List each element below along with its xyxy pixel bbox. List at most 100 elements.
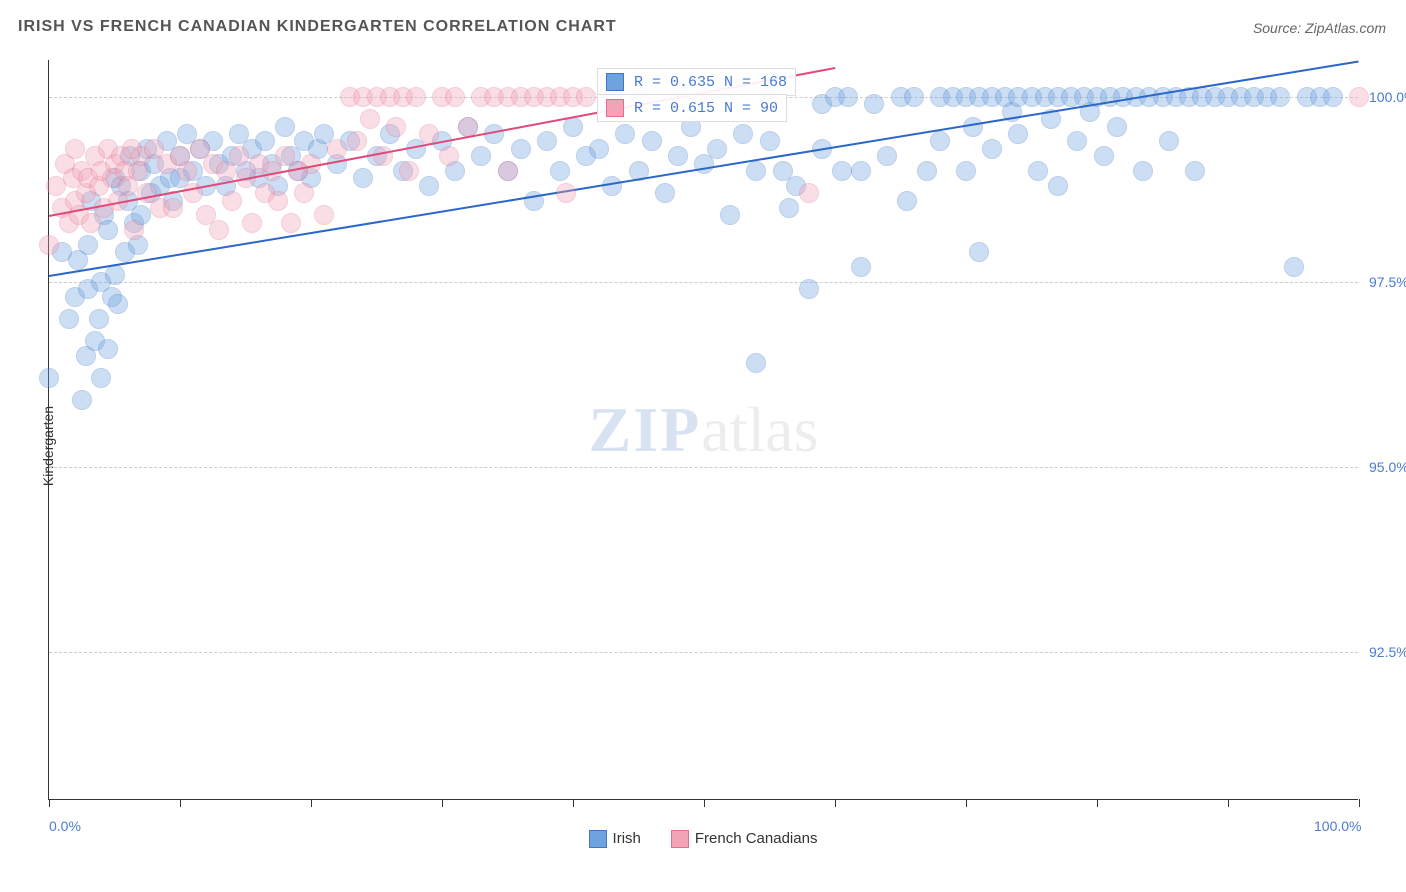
scatter-point (294, 183, 314, 203)
stat-text: R = 0.635 N = 168 (634, 74, 787, 91)
scatter-point (799, 183, 819, 203)
scatter-point (281, 213, 301, 233)
scatter-point (589, 139, 609, 159)
scatter-point (851, 161, 871, 181)
y-tick-label: 100.0% (1369, 89, 1406, 105)
scatter-point (1323, 87, 1343, 107)
scatter-point (851, 257, 871, 277)
x-tick (966, 799, 967, 807)
scatter-point (65, 139, 85, 159)
scatter-point (969, 242, 989, 262)
gridline-h (49, 652, 1358, 653)
scatter-point (897, 191, 917, 211)
chart-container: IRISH VS FRENCH CANADIAN KINDERGARTEN CO… (0, 0, 1406, 892)
plot-area: ZIPatlas 92.5%95.0%97.5%100.0%0.0%100.0%… (48, 60, 1358, 800)
x-tick (704, 799, 705, 807)
scatter-point (832, 161, 852, 181)
scatter-point (406, 87, 426, 107)
source-label: Source: ZipAtlas.com (1253, 20, 1386, 36)
scatter-point (78, 235, 98, 255)
scatter-point (347, 131, 367, 151)
legend-label: French Canadians (695, 830, 818, 847)
scatter-point (471, 146, 491, 166)
scatter-point (864, 94, 884, 114)
watermark: ZIPatlas (589, 393, 819, 467)
scatter-point (917, 161, 937, 181)
scatter-point (956, 161, 976, 181)
x-tick (1097, 799, 1098, 807)
scatter-point (89, 309, 109, 329)
scatter-point (108, 294, 128, 314)
scatter-point (1048, 176, 1068, 196)
scatter-point (275, 117, 295, 137)
stat-box: R = 0.635 N = 168 (597, 68, 796, 96)
scatter-point (537, 131, 557, 151)
x-tick (49, 799, 50, 807)
scatter-point (1133, 161, 1153, 181)
x-tick (573, 799, 574, 807)
x-tick (442, 799, 443, 807)
scatter-point (39, 368, 59, 388)
watermark-light: atlas (701, 394, 818, 465)
scatter-point (1159, 131, 1179, 151)
scatter-point (242, 213, 262, 233)
scatter-point (124, 220, 144, 240)
x-tick (311, 799, 312, 807)
scatter-point (1107, 117, 1127, 137)
scatter-point (268, 191, 288, 211)
y-tick-label: 95.0% (1369, 459, 1406, 475)
legend-item: Irish (589, 830, 641, 848)
scatter-point (327, 139, 347, 159)
stat-box: R = 0.615 N = 90 (597, 94, 787, 122)
x-tick (1359, 799, 1360, 807)
scatter-point (98, 339, 118, 359)
legend-swatch (671, 830, 689, 848)
scatter-point (720, 205, 740, 225)
scatter-point (733, 124, 753, 144)
scatter-point (72, 390, 92, 410)
scatter-point (209, 220, 229, 240)
stat-swatch (606, 99, 624, 117)
scatter-point (550, 161, 570, 181)
scatter-point (760, 131, 780, 151)
scatter-point (445, 87, 465, 107)
scatter-point (877, 146, 897, 166)
x-tick (1228, 799, 1229, 807)
scatter-point (904, 87, 924, 107)
stat-swatch (606, 73, 624, 91)
scatter-point (373, 146, 393, 166)
scatter-point (799, 279, 819, 299)
scatter-point (314, 205, 334, 225)
scatter-point (1284, 257, 1304, 277)
scatter-point (511, 139, 531, 159)
scatter-point (982, 139, 1002, 159)
x-tick (835, 799, 836, 807)
chart-title: IRISH VS FRENCH CANADIAN KINDERGARTEN CO… (18, 18, 617, 36)
scatter-point (1028, 161, 1048, 181)
y-tick-label: 97.5% (1369, 274, 1406, 290)
legend-swatch (589, 830, 607, 848)
scatter-point (177, 161, 197, 181)
scatter-point (399, 161, 419, 181)
scatter-point (1270, 87, 1290, 107)
scatter-point (353, 168, 373, 188)
scatter-point (91, 368, 111, 388)
scatter-point (222, 191, 242, 211)
gridline-h (49, 282, 1358, 283)
legend-label: Irish (613, 830, 641, 847)
scatter-point (655, 183, 675, 203)
scatter-point (439, 146, 459, 166)
legend: Irish French Canadians (0, 830, 1406, 848)
scatter-point (498, 161, 518, 181)
scatter-point (1008, 124, 1028, 144)
scatter-point (556, 183, 576, 203)
scatter-point (98, 220, 118, 240)
scatter-point (746, 161, 766, 181)
scatter-point (419, 176, 439, 196)
legend-item: French Canadians (671, 830, 818, 848)
scatter-point (779, 198, 799, 218)
y-tick-label: 92.5% (1369, 644, 1406, 660)
gridline-h (49, 467, 1358, 468)
scatter-point (642, 131, 662, 151)
scatter-point (360, 109, 380, 129)
